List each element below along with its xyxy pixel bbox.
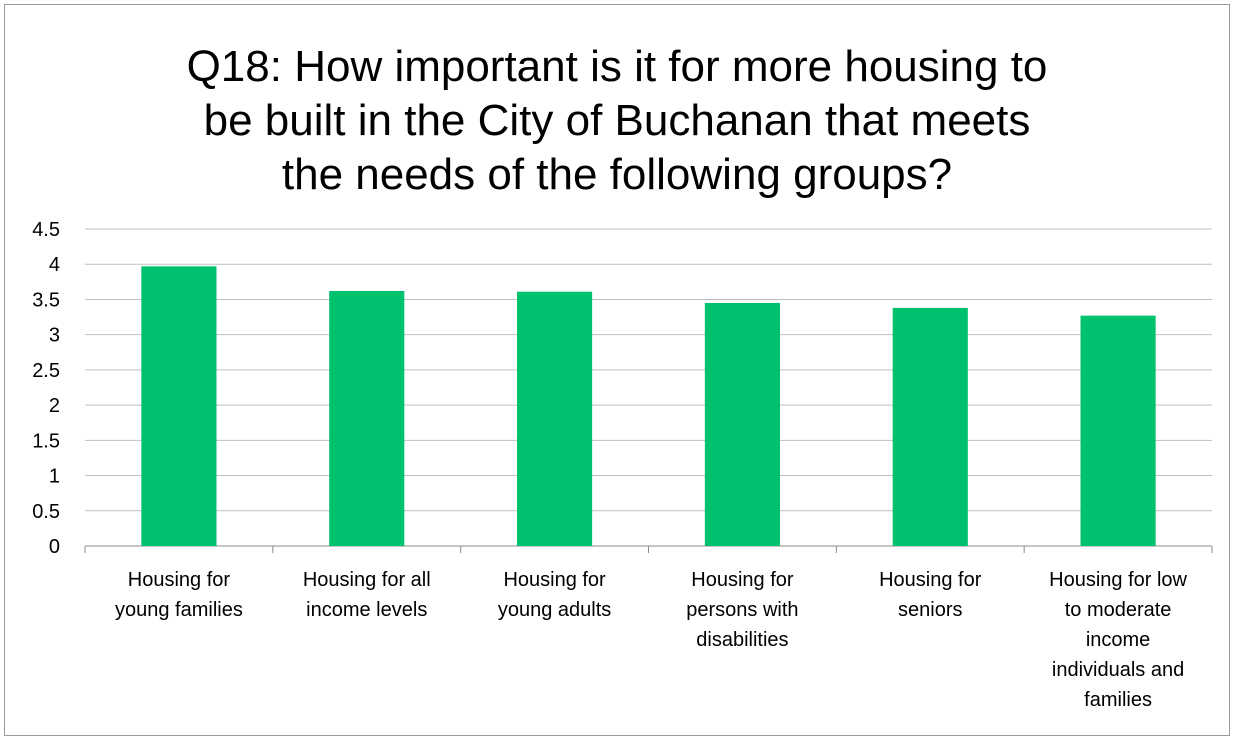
bar: [141, 266, 217, 546]
category-label-line: income levels: [306, 599, 427, 621]
category-label-line: income: [1086, 629, 1150, 651]
category-label-line: young adults: [498, 599, 611, 621]
bar: [517, 291, 593, 546]
category-label-line: individuals and: [1052, 659, 1184, 681]
y-tick-label: 4.5: [32, 219, 60, 241]
bar: [1080, 315, 1156, 546]
category-label-line: Housing for: [879, 569, 982, 591]
category-label-line: seniors: [898, 599, 962, 621]
chart-title: Q18: How important is it for more housin…: [186, 42, 1048, 199]
y-tick-label: 2.5: [32, 360, 60, 382]
category-label: Housing for all income levels: [303, 569, 431, 621]
category-label-line: Housing for low: [1049, 569, 1187, 591]
category-label-line: Housing for: [503, 569, 606, 591]
y-tick-label: 4: [49, 254, 60, 276]
y-tick-label: 3: [49, 325, 60, 347]
category-label-line: families: [1084, 689, 1152, 711]
category-label-line: Housing for all: [303, 569, 431, 591]
category-label: Housing for low to moderate income individu…: [1049, 569, 1187, 711]
category-label-line: young families: [115, 599, 243, 621]
y-tick-label: 1: [49, 466, 60, 488]
category-label-line: persons with: [686, 599, 798, 621]
y-tick-label: 0: [49, 536, 60, 558]
y-tick-label: 1.5: [32, 430, 60, 452]
bar: [892, 307, 968, 546]
category-label-line: Housing for: [691, 569, 794, 591]
y-tick-label: 2: [49, 395, 60, 417]
category-label-line: Housing for: [128, 569, 231, 591]
y-tick-label: 3.5: [32, 289, 60, 311]
y-tick-label: 0.5: [32, 501, 60, 523]
category-label: Housing for young families: [115, 569, 243, 621]
category-label: Housing for persons with disabilities: [686, 569, 798, 651]
category-label: Housing for seniors: [879, 569, 982, 621]
bar: [704, 302, 780, 546]
bar: [329, 290, 405, 546]
category-label: Housing for young adults: [498, 569, 611, 621]
category-label-line: disabilities: [696, 629, 788, 651]
category-label-line: to moderate: [1065, 599, 1172, 621]
